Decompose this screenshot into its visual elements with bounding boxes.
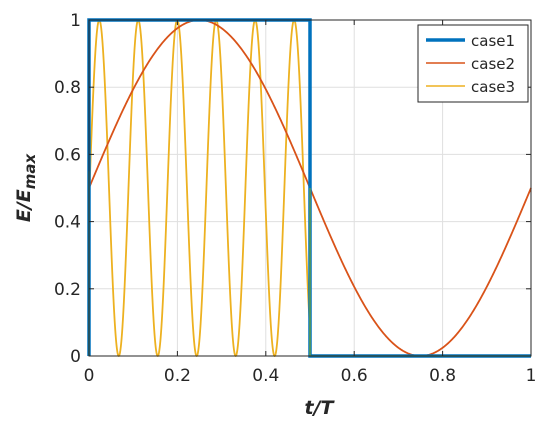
x-tick-label: 0 (84, 366, 95, 386)
y-axis-label-sub: max (21, 153, 39, 190)
y-tick-label: 0.4 (54, 213, 81, 233)
y-tick-label: 0.6 (54, 145, 81, 165)
plot-frame (88, 19, 532, 357)
y-tick-label: 1 (70, 11, 81, 31)
y-tick-label: 0.8 (54, 78, 81, 98)
legend: case1 case2 case3 (417, 24, 529, 103)
y-axis-label: E/Emax (13, 153, 39, 223)
legend-label-case1: case1 (471, 32, 515, 50)
x-tick-label: 1 (526, 366, 537, 386)
ticks: 0 0.2 0.4 0.6 0.8 1 0 0.2 0.4 0.6 0.8 1 (54, 11, 536, 386)
legend-label-case3: case3 (471, 78, 515, 96)
legend-label-case2: case2 (471, 55, 515, 73)
y-axis-label-main: E/E (13, 189, 35, 222)
y-tick-label: 0 (70, 347, 81, 367)
x-axis-label: t/T (305, 397, 336, 419)
x-tick-label: 0.4 (252, 366, 279, 386)
x-tick-label: 0.6 (341, 366, 368, 386)
x-tick-label: 0.2 (164, 366, 191, 386)
x-tick-label: 0.8 (429, 366, 456, 386)
series-case3-line (88, 19, 531, 357)
y-tick-label: 0.2 (54, 280, 81, 300)
